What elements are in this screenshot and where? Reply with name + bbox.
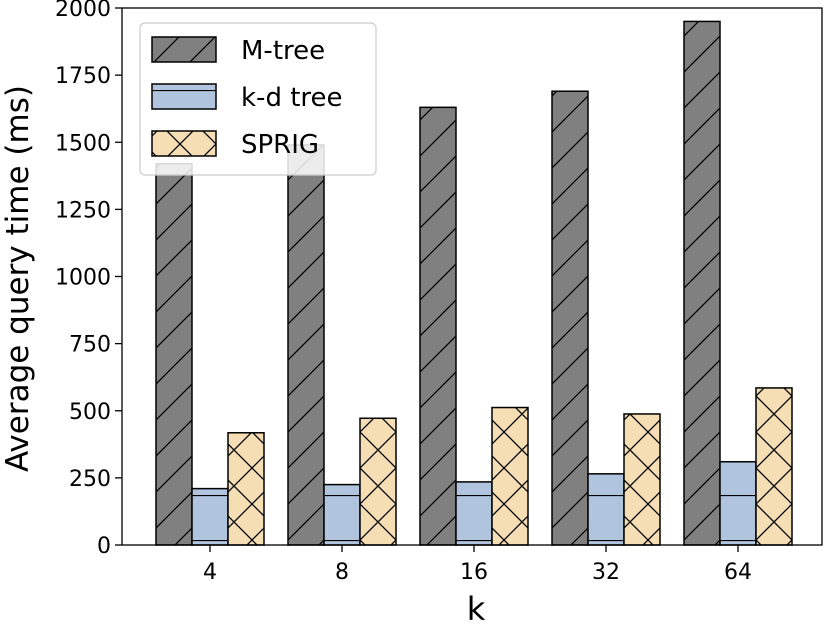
x-axis-label: k: [467, 590, 486, 628]
y-tick-label: 2000: [55, 0, 111, 22]
y-tick-label: 0: [97, 534, 111, 559]
bar-sprig-k8: [359, 417, 397, 546]
legend-swatch: [151, 130, 217, 157]
x-tick-label: 64: [724, 560, 752, 585]
legend-item-k-d-tree: k-d tree: [151, 83, 343, 113]
bars-layer: [155, 20, 793, 546]
bar-m-tree-k16: [419, 106, 457, 546]
y-tick-label: 1500: [55, 131, 111, 156]
bar-k-d-tree-k32: [587, 473, 625, 546]
y-axis-label: Average query time (ms): [0, 85, 36, 472]
legend-item-m-tree: M-tree: [151, 36, 325, 66]
bar-sprig-k32: [623, 413, 661, 546]
legend-swatch: [151, 36, 217, 63]
x-tick-label: 4: [203, 560, 217, 585]
y-tick-label: 1000: [55, 266, 111, 291]
x-tick-label: 32: [592, 560, 620, 585]
legend-swatch: [151, 83, 217, 110]
bar-k-d-tree-k64: [719, 461, 757, 546]
y-tick-label: 500: [69, 400, 111, 425]
x-tick-label: 8: [335, 560, 349, 585]
bar-m-tree-k32: [551, 90, 589, 546]
x-tick-label: 16: [460, 560, 488, 585]
legend: M-tree k-d tree SPRIG: [139, 22, 377, 176]
legend-label: SPRIG: [241, 130, 319, 160]
bar-sprig-k4: [227, 432, 265, 546]
legend-item-sprig: SPRIG: [151, 130, 319, 160]
legend-label: k-d tree: [241, 83, 343, 113]
legend-label: M-tree: [241, 36, 325, 66]
bar-m-tree-k64: [683, 20, 721, 546]
y-tick-label: 750: [69, 333, 111, 358]
bar-m-tree-k8: [287, 144, 325, 546]
bar-sprig-k16: [491, 406, 529, 546]
bar-sprig-k64: [755, 387, 793, 546]
y-tick-label: 1250: [55, 198, 111, 223]
bar-k-d-tree-k4: [191, 487, 229, 546]
y-tick-label: 1750: [55, 64, 111, 89]
y-tick-label: 250: [69, 467, 111, 492]
bar-m-tree-k4: [155, 162, 193, 546]
bar-k-d-tree-k8: [323, 483, 361, 546]
bar-k-d-tree-k16: [455, 481, 493, 546]
